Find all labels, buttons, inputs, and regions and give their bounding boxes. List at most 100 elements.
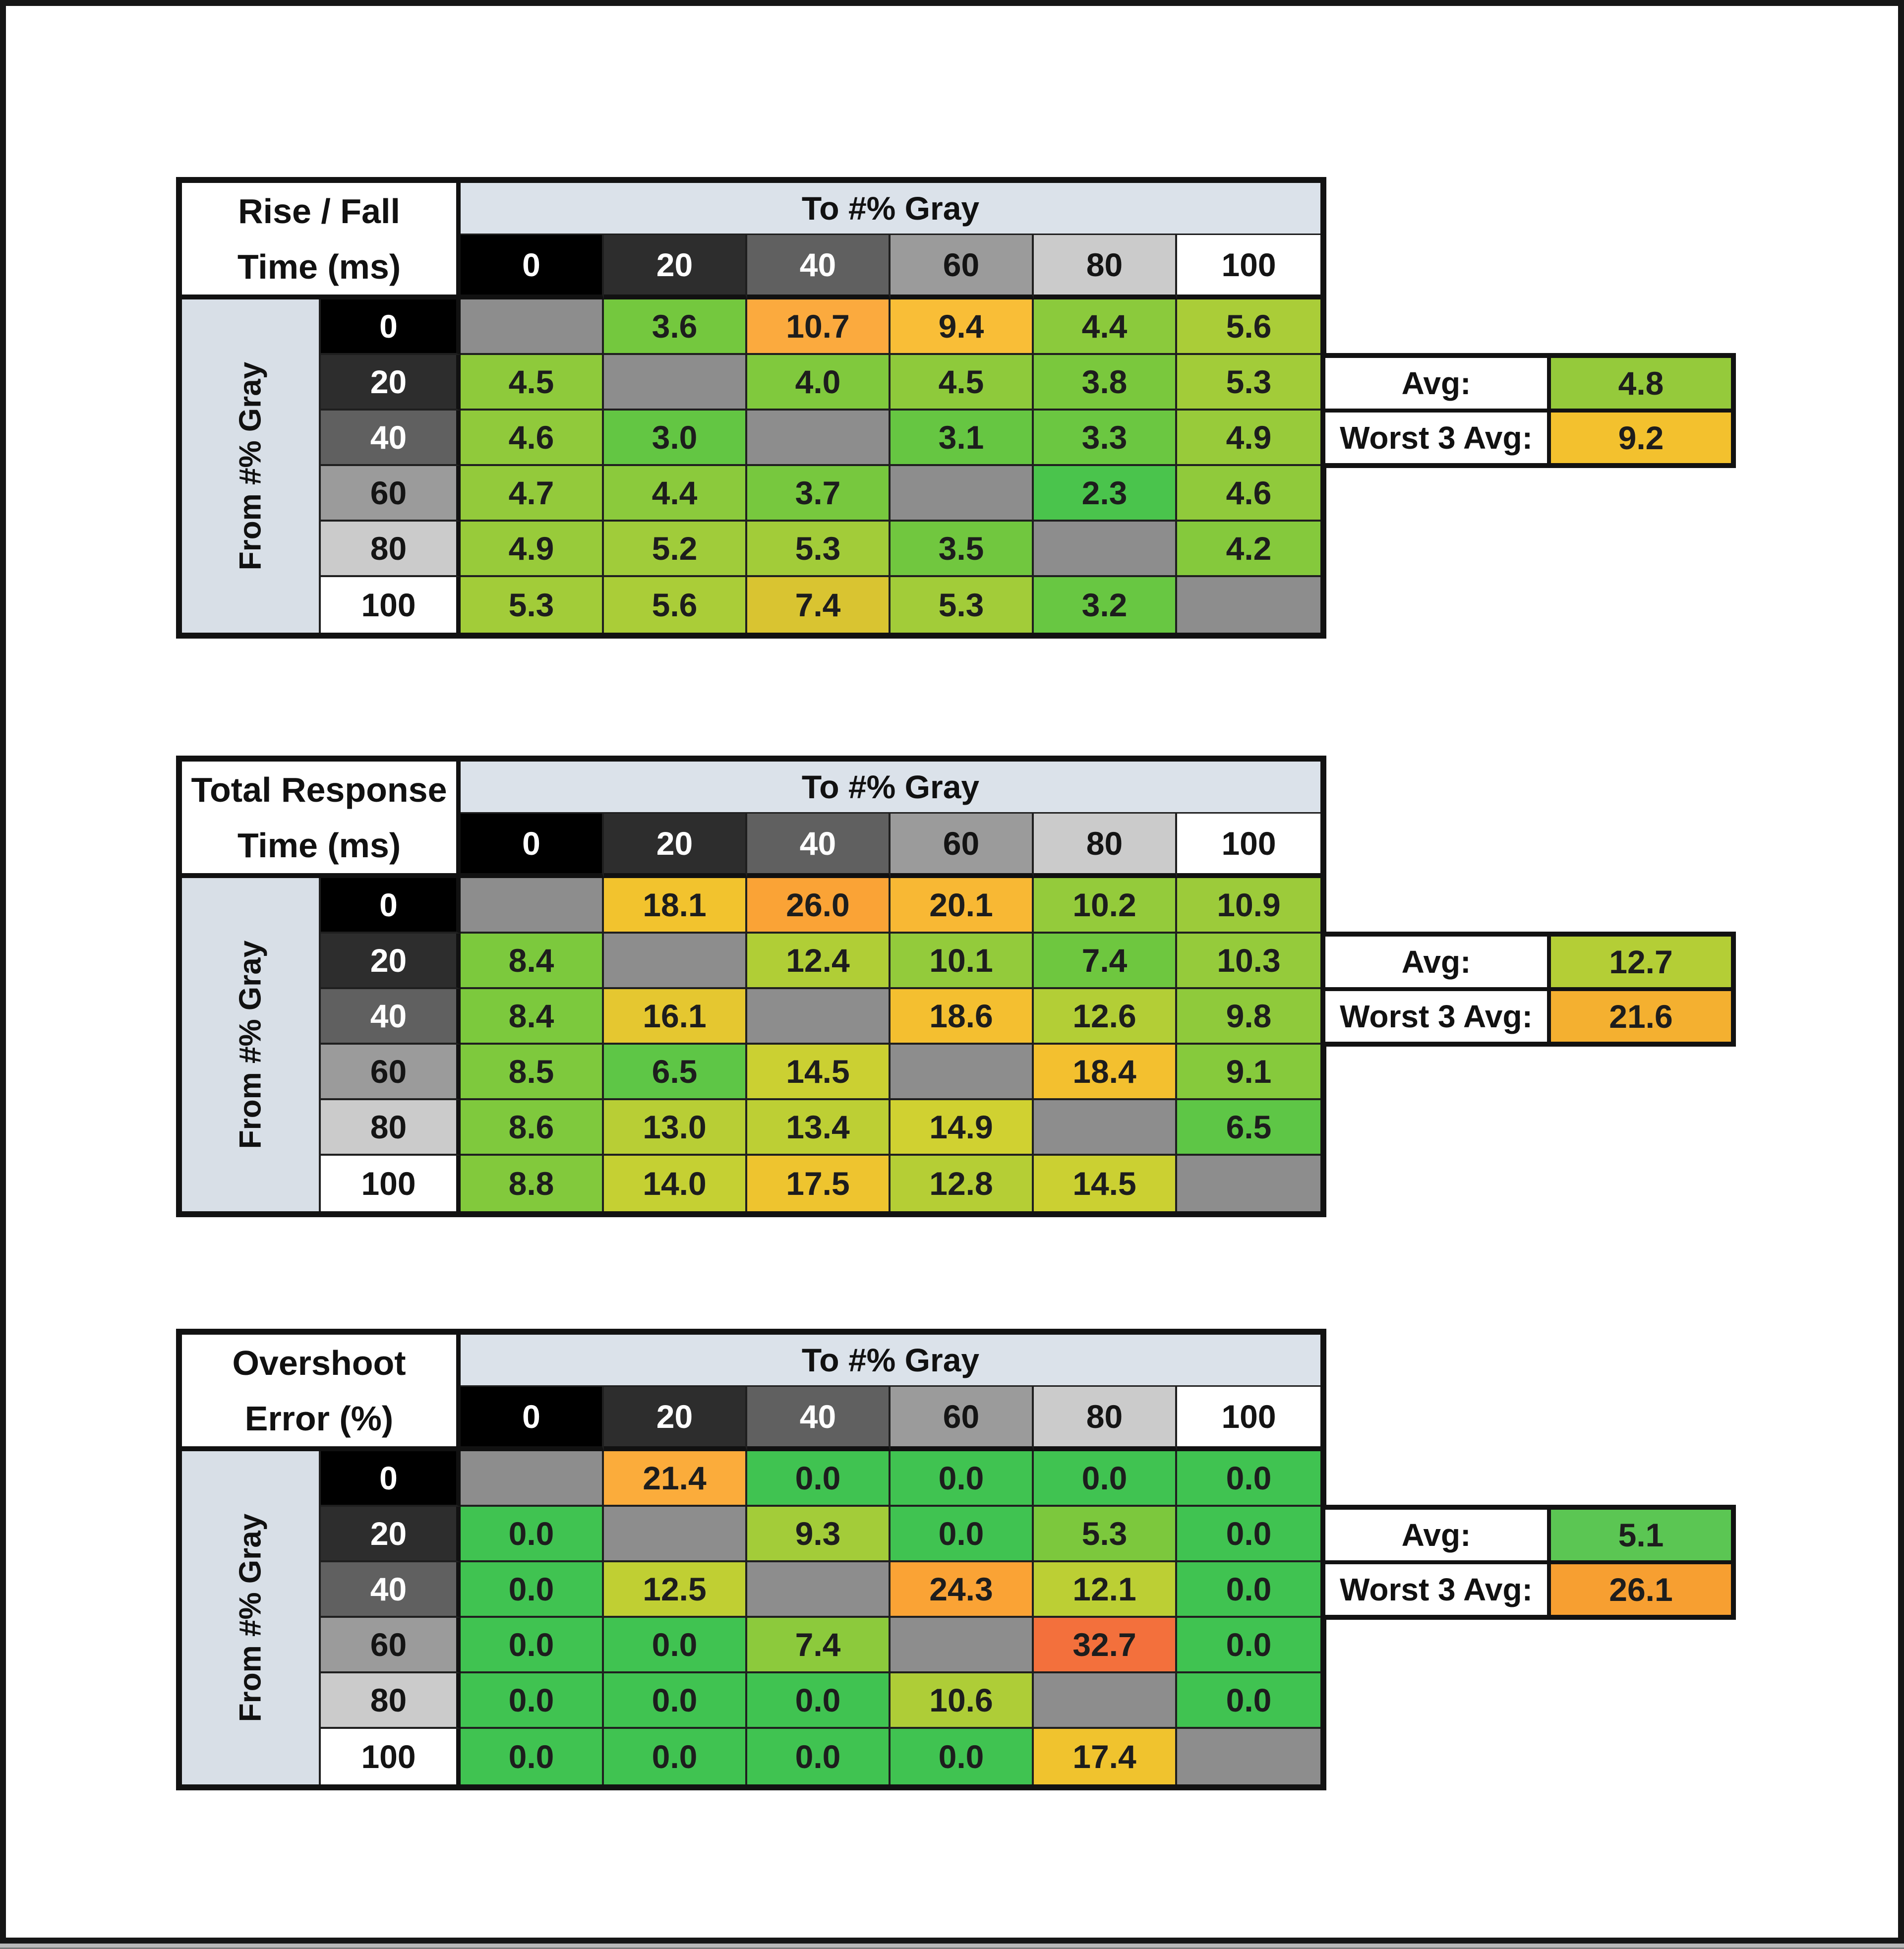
worst3-value: 21.6 xyxy=(1551,991,1731,1042)
cell-from100-to20: 5.6 xyxy=(604,577,747,633)
cell-from60-to0: 8.5 xyxy=(461,1045,604,1100)
cell-from0-to60: 9.4 xyxy=(891,299,1034,355)
from-gray-axis-label: From #% Gray xyxy=(182,299,321,633)
cell-from60-to80: 18.4 xyxy=(1034,1045,1177,1100)
cell-from60-to20: 6.5 xyxy=(604,1045,747,1100)
cell-from100-to80: 17.4 xyxy=(1034,1729,1177,1784)
cell-from20-to40: 4.0 xyxy=(747,355,891,411)
cell-from40-to20: 16.1 xyxy=(604,989,747,1045)
from-gray-axis-text: From #% Gray xyxy=(233,361,268,571)
worst3-value: 26.1 xyxy=(1551,1564,1731,1615)
cell-from60-to20: 4.4 xyxy=(604,466,747,522)
diagonal-cell xyxy=(891,466,1034,522)
cell-from60-to100: 9.1 xyxy=(1177,1045,1320,1100)
col-header-60: 60 xyxy=(891,1387,1034,1451)
cell-from80-to20: 0.0 xyxy=(604,1673,747,1729)
cell-from20-to0: 4.5 xyxy=(461,355,604,411)
cell-from20-to100: 10.3 xyxy=(1177,934,1320,989)
cell-from0-to60: 20.1 xyxy=(891,878,1034,934)
row-header-100: 100 xyxy=(321,1156,461,1211)
cell-from40-to60: 3.1 xyxy=(891,411,1034,466)
cell-from20-to80: 7.4 xyxy=(1034,934,1177,989)
table-title-line: Rise / Fall xyxy=(238,191,400,231)
row-header-100: 100 xyxy=(321,1729,461,1784)
diagonal-cell xyxy=(604,1507,747,1562)
row-header-60: 60 xyxy=(321,466,461,522)
cell-from100-to20: 0.0 xyxy=(604,1729,747,1784)
col-header-40: 40 xyxy=(747,235,891,299)
cell-from80-to60: 10.6 xyxy=(891,1673,1034,1729)
worst3-label: Worst 3 Avg: xyxy=(1325,1564,1551,1615)
cell-from80-to20: 5.2 xyxy=(604,522,747,577)
cell-from20-to60: 10.1 xyxy=(891,934,1034,989)
diagonal-cell xyxy=(1034,1673,1177,1729)
col-header-20: 20 xyxy=(604,814,747,878)
col-header-80: 80 xyxy=(1034,1387,1177,1451)
avg-value: 5.1 xyxy=(1551,1510,1731,1560)
col-header-80: 80 xyxy=(1034,814,1177,878)
col-header-40: 40 xyxy=(747,1387,891,1451)
diagonal-cell xyxy=(461,878,604,934)
heatmap-table-rise-fall-time: Rise / Fall Time (ms) To #% Gray 0 20 40 60 80 1… xyxy=(176,177,1326,639)
cell-from100-to80: 14.5 xyxy=(1034,1156,1177,1211)
col-header-100: 100 xyxy=(1177,235,1320,299)
cell-from20-to60: 4.5 xyxy=(891,355,1034,411)
row-header-80: 80 xyxy=(321,522,461,577)
cell-from40-to0: 0.0 xyxy=(461,1562,604,1618)
cell-from80-to60: 14.9 xyxy=(891,1100,1034,1156)
cell-from60-to0: 0.0 xyxy=(461,1618,604,1673)
cell-from100-to60: 5.3 xyxy=(891,577,1034,633)
row-header-80: 80 xyxy=(321,1100,461,1156)
table-title: Overshoot Error (%) xyxy=(182,1335,461,1451)
heatmap-grid: Total Response Time (ms) To #% Gray 0 20 40 60… xyxy=(182,762,1320,1211)
cell-from60-to100: 0.0 xyxy=(1177,1618,1320,1673)
table-title: Rise / Fall Time (ms) xyxy=(182,183,461,299)
row-header-40: 40 xyxy=(321,989,461,1045)
cell-from80-to40: 13.4 xyxy=(747,1100,891,1156)
from-gray-axis-label: From #% Gray xyxy=(182,1451,321,1784)
cell-from20-to0: 8.4 xyxy=(461,934,604,989)
cell-from40-to20: 3.0 xyxy=(604,411,747,466)
cell-from40-to20: 12.5 xyxy=(604,1562,747,1618)
cell-from100-to0: 5.3 xyxy=(461,577,604,633)
cell-from20-to0: 0.0 xyxy=(461,1507,604,1562)
cell-from40-to0: 4.6 xyxy=(461,411,604,466)
diagonal-cell xyxy=(747,411,891,466)
avg-row: Avg: 12.7 xyxy=(1325,937,1731,991)
col-header-0: 0 xyxy=(461,814,604,878)
col-header-80: 80 xyxy=(1034,235,1177,299)
cell-from80-to40: 0.0 xyxy=(747,1673,891,1729)
cell-from60-to80: 2.3 xyxy=(1034,466,1177,522)
cell-from0-to20: 3.6 xyxy=(604,299,747,355)
cell-from20-to100: 0.0 xyxy=(1177,1507,1320,1562)
cell-from80-to100: 0.0 xyxy=(1177,1673,1320,1729)
diagonal-cell xyxy=(1177,1729,1320,1784)
row-header-20: 20 xyxy=(321,355,461,411)
cell-from80-to0: 8.6 xyxy=(461,1100,604,1156)
cell-from80-to100: 6.5 xyxy=(1177,1100,1320,1156)
cell-from0-to20: 18.1 xyxy=(604,878,747,934)
row-header-100: 100 xyxy=(321,577,461,633)
cell-from40-to80: 3.3 xyxy=(1034,411,1177,466)
cell-from60-to20: 0.0 xyxy=(604,1618,747,1673)
cell-from60-to100: 4.6 xyxy=(1177,466,1320,522)
col-header-60: 60 xyxy=(891,814,1034,878)
avg-value: 4.8 xyxy=(1551,358,1731,409)
cell-from0-to100: 5.6 xyxy=(1177,299,1320,355)
cell-from40-to60: 24.3 xyxy=(891,1562,1034,1618)
cell-from60-to80: 32.7 xyxy=(1034,1618,1177,1673)
diagonal-cell xyxy=(604,355,747,411)
cell-from40-to100: 0.0 xyxy=(1177,1562,1320,1618)
summary-box-total-response-time: Avg: 12.7 Worst 3 Avg: 21.6 xyxy=(1320,932,1736,1047)
cell-from80-to0: 4.9 xyxy=(461,522,604,577)
cell-from80-to100: 4.2 xyxy=(1177,522,1320,577)
to-gray-axis-label: To #% Gray xyxy=(461,762,1320,814)
diagonal-cell xyxy=(747,989,891,1045)
row-header-0: 0 xyxy=(321,1451,461,1507)
worst3-label: Worst 3 Avg: xyxy=(1325,413,1551,463)
cell-from40-to100: 4.9 xyxy=(1177,411,1320,466)
cell-from60-to40: 14.5 xyxy=(747,1045,891,1100)
cell-from100-to40: 17.5 xyxy=(747,1156,891,1211)
avg-value: 12.7 xyxy=(1551,937,1731,987)
row-header-20: 20 xyxy=(321,1507,461,1562)
